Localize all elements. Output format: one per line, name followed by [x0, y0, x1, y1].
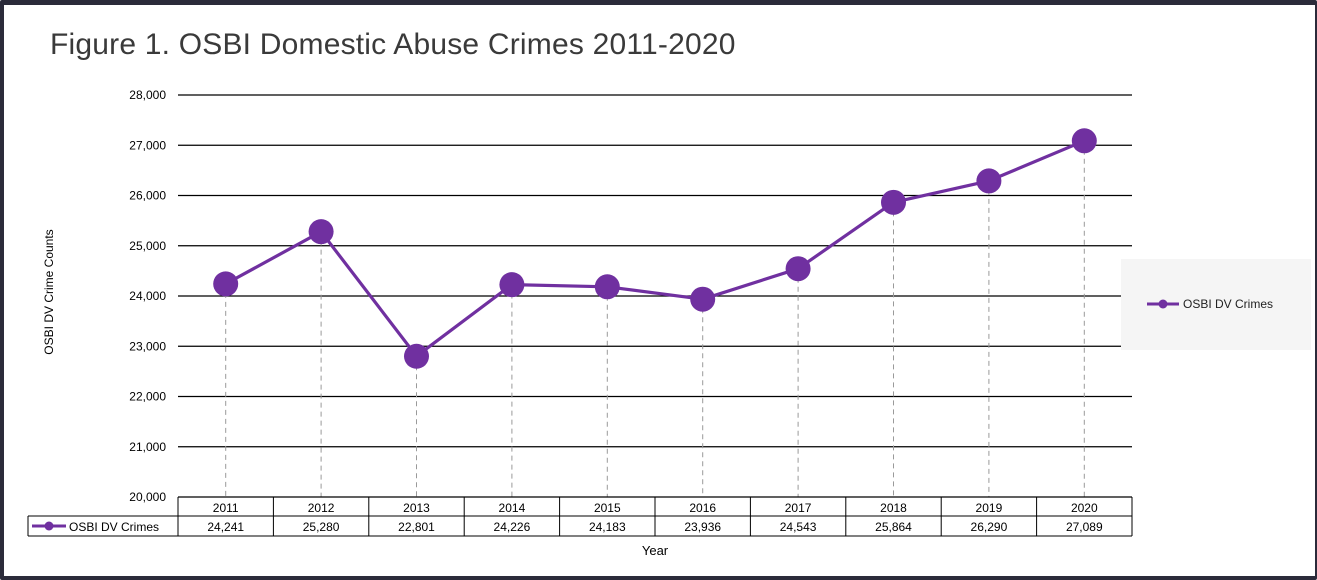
- x-tick-label: 2015: [594, 501, 621, 515]
- x-axis-label: Year: [642, 543, 669, 558]
- y-axis-ticks: 20,000 21,000 22,000 23,000 24,000 25,000 26,0…: [129, 88, 166, 504]
- data-label: 25,280: [303, 520, 340, 534]
- data-label: 22,801: [398, 520, 435, 534]
- data-point: [213, 271, 239, 297]
- x-tick-label: 2019: [976, 501, 1003, 515]
- series-line: [224, 139, 1085, 358]
- y-tick-label: 25,000: [129, 239, 166, 253]
- data-point: [594, 274, 620, 300]
- data-point: [499, 272, 525, 298]
- data-point: [1071, 128, 1097, 154]
- data-label: 25,864: [875, 520, 912, 534]
- data-point: [785, 256, 811, 282]
- data-point: [881, 189, 906, 215]
- x-tick-label: 2013: [403, 501, 430, 515]
- y-tick-label: 21,000: [129, 440, 166, 454]
- y-axis-label: OSBI DV Crime Counts: [42, 229, 56, 354]
- data-label: 24,241: [207, 520, 244, 534]
- chart-title: Figure 1. OSBI Domestic Abuse Crimes 201…: [50, 28, 736, 61]
- data-point: [690, 286, 716, 312]
- data-label: 26,290: [971, 520, 1008, 534]
- x-tick-label: 2017: [785, 501, 812, 515]
- y-tick-label: 28,000: [129, 88, 166, 102]
- legend: OSBI DV Crimes: [1121, 259, 1311, 350]
- x-tick-label: 2018: [880, 501, 907, 515]
- y-tick-label: 23,000: [129, 339, 166, 353]
- data-label: 24,183: [589, 520, 626, 534]
- x-tick-label: 2014: [499, 501, 526, 515]
- data-label: 23,936: [684, 520, 721, 534]
- data-label: 27,089: [1066, 520, 1103, 534]
- x-tick-label: 2020: [1071, 501, 1098, 515]
- data-point: [308, 219, 334, 245]
- x-tick-label: 2012: [308, 501, 335, 515]
- x-tick-label: 2011: [213, 501, 239, 515]
- y-tick-label: 20,000: [129, 490, 166, 504]
- data-label: 24,226: [494, 520, 531, 534]
- legend-key-marker: [1158, 299, 1168, 309]
- drop-lines: [225, 140, 1085, 497]
- y-tick-label: 24,000: [129, 289, 166, 303]
- legend-label: OSBI DV Crimes: [1183, 297, 1273, 311]
- data-table: 2011 2012 2013 2014 2015 2016 2017 2018 2019 2020…: [27, 496, 1133, 537]
- y-tick-label: 27,000: [129, 138, 166, 152]
- data-label: 24,543: [780, 520, 817, 534]
- data-point: [404, 343, 429, 369]
- table-series-name: OSBI DV Crimes: [69, 520, 159, 534]
- series-layer: [213, 128, 1097, 369]
- data-point: [976, 168, 1002, 194]
- y-tick-label: 26,000: [129, 189, 166, 203]
- x-tick-label: 2016: [689, 501, 716, 515]
- y-tick-label: 22,000: [129, 390, 166, 404]
- grid-lines: [178, 94, 1132, 448]
- table-key-marker: [44, 521, 54, 531]
